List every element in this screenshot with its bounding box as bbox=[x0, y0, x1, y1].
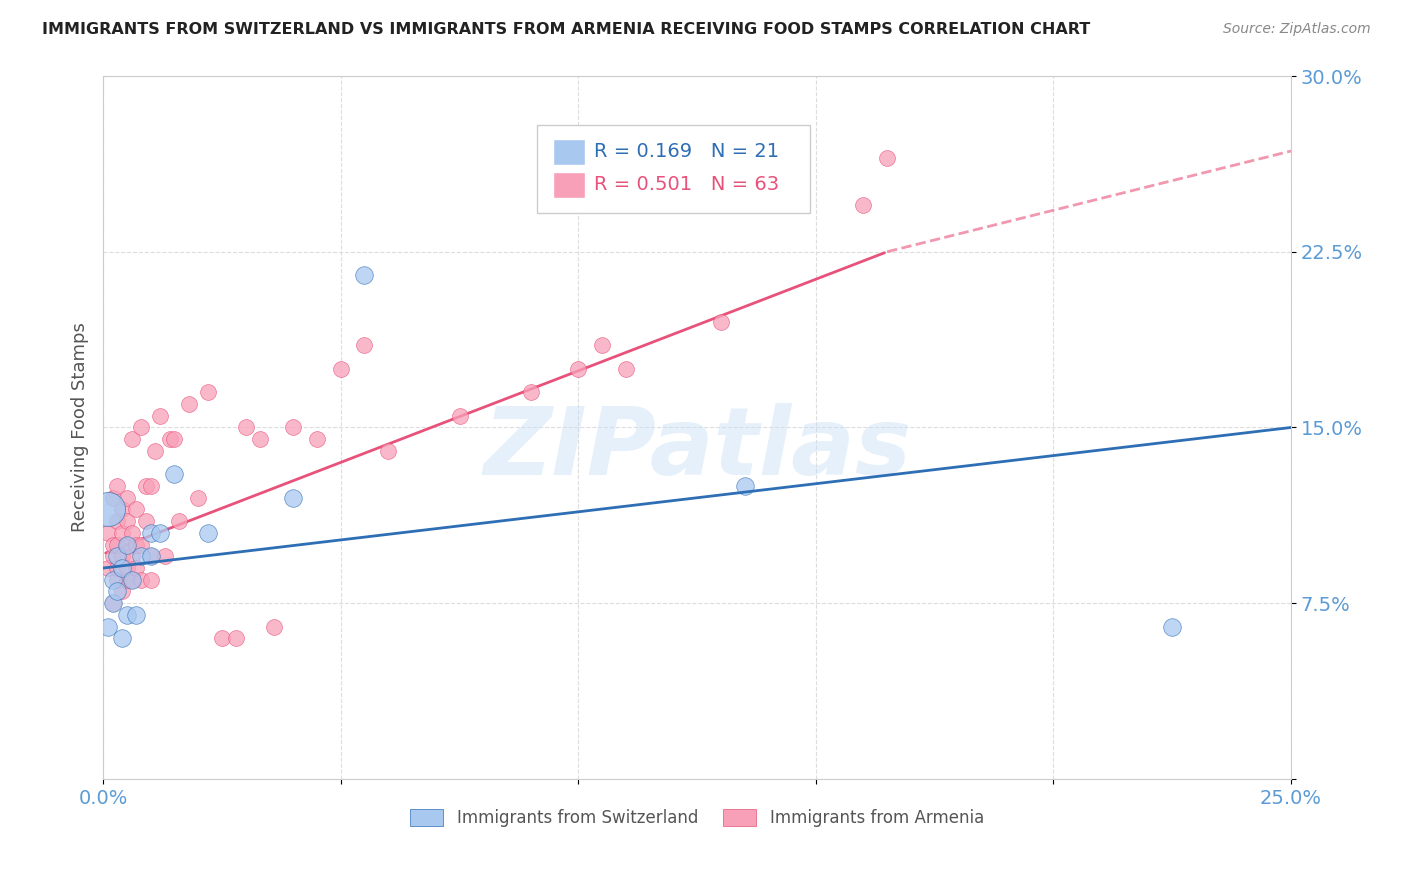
Point bbox=[197, 385, 219, 400]
Point bbox=[187, 491, 209, 505]
Y-axis label: Receiving Food Stamps: Receiving Food Stamps bbox=[72, 323, 89, 533]
Point bbox=[125, 538, 148, 552]
Point bbox=[329, 362, 352, 376]
Point bbox=[97, 619, 120, 633]
Point bbox=[614, 362, 637, 376]
Point bbox=[129, 420, 152, 434]
Point bbox=[235, 420, 257, 434]
Point bbox=[97, 502, 120, 516]
Point bbox=[101, 596, 124, 610]
Point bbox=[115, 491, 138, 505]
Point bbox=[115, 538, 138, 552]
Point bbox=[115, 561, 138, 575]
Point bbox=[177, 397, 200, 411]
Text: ZIPatlas: ZIPatlas bbox=[484, 402, 911, 494]
Point bbox=[111, 561, 134, 575]
Point bbox=[283, 420, 305, 434]
Text: Source: ZipAtlas.com: Source: ZipAtlas.com bbox=[1223, 22, 1371, 37]
Point bbox=[139, 479, 162, 493]
Point bbox=[353, 338, 375, 352]
Point bbox=[145, 443, 167, 458]
Point bbox=[852, 198, 875, 212]
Point bbox=[135, 514, 157, 528]
Point bbox=[449, 409, 471, 423]
Point bbox=[121, 525, 143, 540]
Point bbox=[115, 538, 138, 552]
Point bbox=[353, 268, 375, 282]
Point bbox=[105, 479, 128, 493]
Point bbox=[163, 467, 186, 482]
Point bbox=[121, 573, 143, 587]
Point bbox=[710, 315, 733, 329]
Point bbox=[101, 573, 124, 587]
Point bbox=[149, 409, 172, 423]
Point bbox=[135, 479, 157, 493]
Point bbox=[125, 607, 148, 622]
Point bbox=[115, 573, 138, 587]
Point bbox=[129, 538, 152, 552]
Point bbox=[283, 491, 305, 505]
Text: R = 0.169   N = 21: R = 0.169 N = 21 bbox=[593, 142, 779, 161]
Point bbox=[149, 525, 172, 540]
Point bbox=[225, 632, 247, 646]
Point bbox=[105, 538, 128, 552]
Point bbox=[101, 538, 124, 552]
Point bbox=[211, 632, 233, 646]
Point bbox=[121, 573, 143, 587]
Point bbox=[115, 514, 138, 528]
Point bbox=[520, 385, 543, 400]
Point bbox=[121, 549, 143, 564]
Point bbox=[159, 432, 181, 446]
Point bbox=[377, 443, 399, 458]
Point bbox=[101, 596, 124, 610]
Point bbox=[249, 432, 271, 446]
Point bbox=[163, 432, 186, 446]
Point bbox=[105, 573, 128, 587]
Point bbox=[591, 338, 613, 352]
Point bbox=[305, 432, 328, 446]
Point bbox=[125, 561, 148, 575]
Point bbox=[197, 525, 219, 540]
Point bbox=[121, 432, 143, 446]
Point bbox=[101, 549, 124, 564]
Point bbox=[115, 607, 138, 622]
Point bbox=[129, 549, 152, 564]
Point bbox=[105, 514, 128, 528]
Point bbox=[153, 549, 176, 564]
Point bbox=[105, 561, 128, 575]
Point bbox=[139, 573, 162, 587]
Point bbox=[139, 549, 162, 564]
Point bbox=[125, 502, 148, 516]
FancyBboxPatch shape bbox=[537, 125, 810, 213]
Point bbox=[567, 362, 589, 376]
Point bbox=[101, 491, 124, 505]
Point bbox=[139, 549, 162, 564]
FancyBboxPatch shape bbox=[554, 172, 585, 198]
Point bbox=[167, 514, 190, 528]
Point bbox=[105, 549, 128, 564]
Legend: Immigrants from Switzerland, Immigrants from Armenia: Immigrants from Switzerland, Immigrants … bbox=[404, 802, 991, 834]
Point bbox=[97, 525, 120, 540]
Point bbox=[111, 549, 134, 564]
Point bbox=[97, 561, 120, 575]
Point bbox=[129, 573, 152, 587]
Point bbox=[876, 151, 898, 165]
Point bbox=[105, 584, 128, 599]
Point bbox=[734, 479, 756, 493]
Text: R = 0.501   N = 63: R = 0.501 N = 63 bbox=[593, 176, 779, 194]
Point bbox=[139, 525, 162, 540]
Point bbox=[111, 502, 134, 516]
Point bbox=[111, 632, 134, 646]
Point bbox=[111, 525, 134, 540]
FancyBboxPatch shape bbox=[554, 138, 585, 165]
Point bbox=[1161, 619, 1184, 633]
Point bbox=[111, 584, 134, 599]
Point bbox=[263, 619, 285, 633]
Text: IMMIGRANTS FROM SWITZERLAND VS IMMIGRANTS FROM ARMENIA RECEIVING FOOD STAMPS COR: IMMIGRANTS FROM SWITZERLAND VS IMMIGRANT… bbox=[42, 22, 1091, 37]
Point bbox=[780, 198, 803, 212]
